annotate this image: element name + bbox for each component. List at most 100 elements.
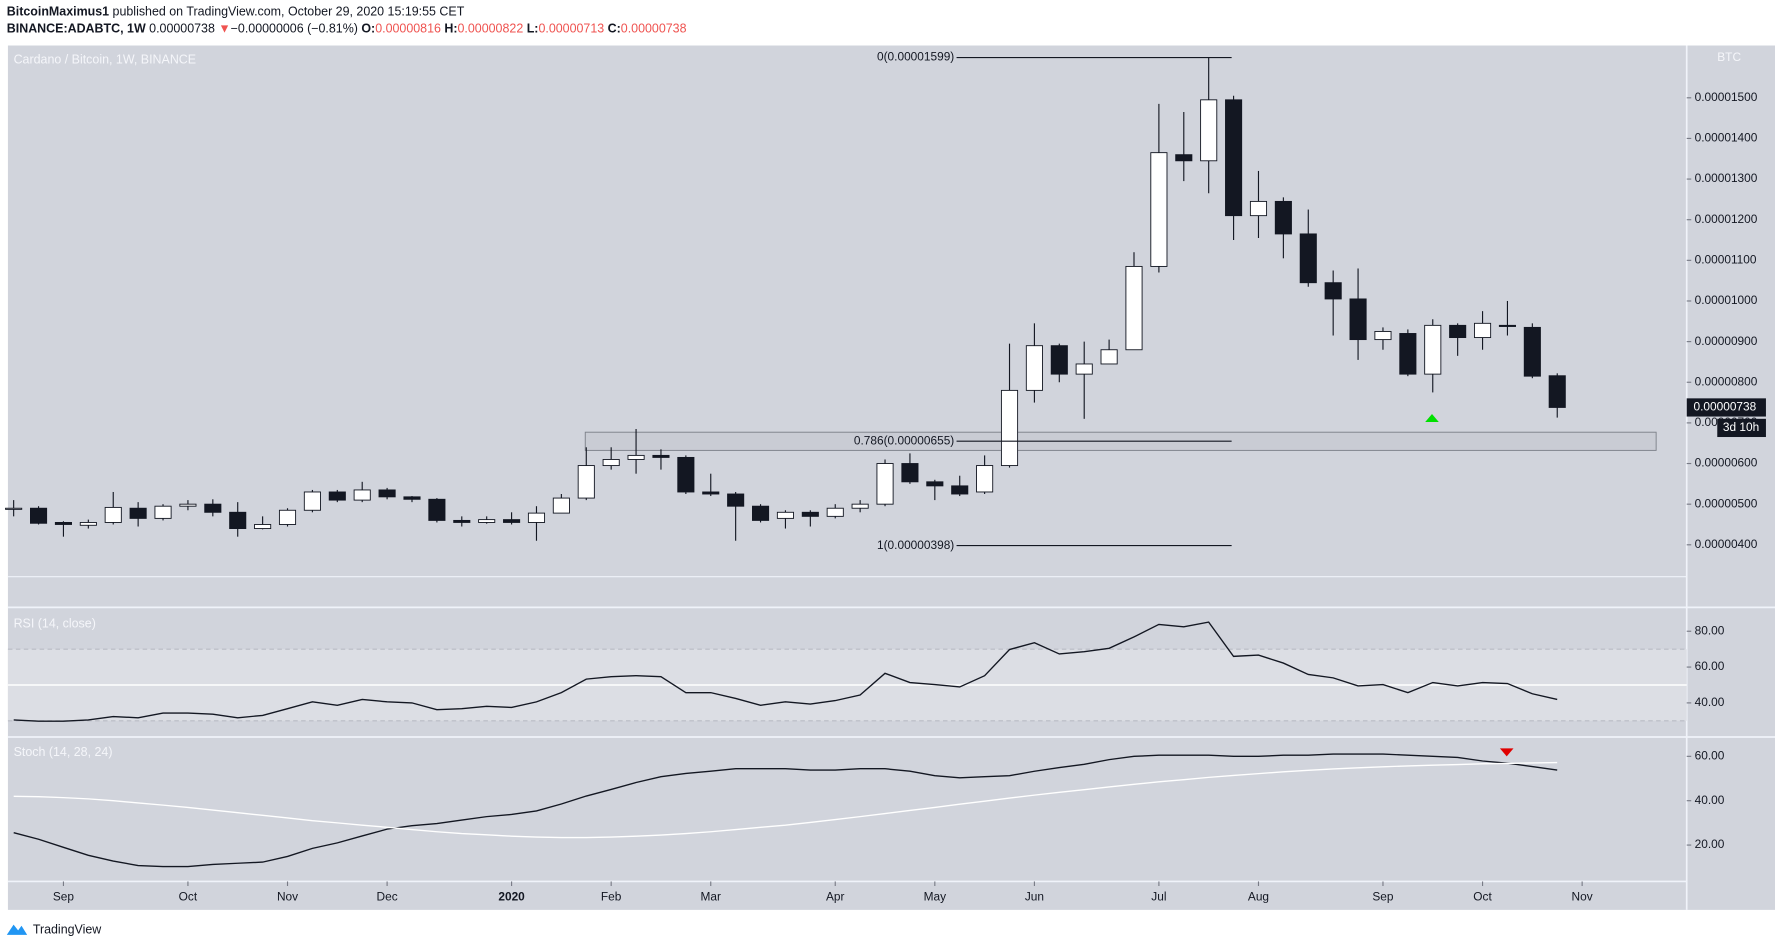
candle-body	[179, 503, 197, 507]
candle-body	[1150, 152, 1168, 267]
candle-body	[527, 512, 546, 523]
candle-body	[378, 489, 396, 498]
change: −0.00000006 (−0.81%)	[231, 22, 358, 36]
countdown-box	[1717, 418, 1766, 438]
candle-body	[1299, 233, 1317, 284]
candle-body	[503, 519, 521, 523]
candle-body	[1225, 99, 1243, 217]
candle-body	[652, 454, 670, 458]
candle-body	[254, 524, 272, 530]
y-tick-label: 40.00	[1695, 695, 1725, 709]
buy-signal	[1425, 413, 1439, 422]
x-tick-label: Jun	[1025, 889, 1044, 903]
change-arrow: ▼	[218, 22, 230, 36]
last-price: 0.00000738	[149, 22, 215, 36]
y-tick-label: 0.00000900	[1695, 334, 1758, 348]
low-label: L:	[527, 22, 539, 36]
candle-body	[104, 506, 122, 523]
x-tick-label: Sep	[53, 889, 75, 903]
y-tick-label: 0.00001500	[1695, 90, 1758, 104]
candle-body	[1424, 324, 1442, 375]
candle-body	[303, 491, 321, 511]
symbol-line: BINANCE:ADABTC, 1W 0.00000738 ▼−0.000000…	[7, 22, 687, 36]
brand: TradingView	[33, 923, 102, 937]
pane-title: RSI (14, close)	[14, 617, 96, 631]
candle-body	[229, 511, 247, 530]
y-tick-label: 0.00001300	[1695, 171, 1758, 185]
candle-body	[876, 463, 894, 505]
candle-body	[776, 511, 794, 519]
candle-body	[278, 509, 297, 525]
candle-body	[30, 507, 48, 524]
candle-body	[1548, 375, 1566, 408]
candle-body	[1498, 324, 1516, 327]
candle-body	[154, 505, 172, 519]
candle-body	[403, 496, 421, 500]
last-price-box	[1686, 398, 1766, 417]
x-tick-label: Nov	[277, 889, 298, 903]
candle-body	[627, 454, 645, 460]
candle-body	[1075, 363, 1093, 375]
candle-body	[752, 505, 770, 521]
candle-body	[801, 511, 819, 517]
candle-body	[328, 491, 346, 501]
y-tick-label: 60.00	[1695, 748, 1725, 762]
candle-body	[129, 507, 147, 519]
low-value: 0.00000713	[538, 22, 604, 36]
candle-body	[1474, 322, 1492, 339]
x-tick-label: Jul	[1151, 889, 1166, 903]
candle-body	[1200, 99, 1218, 162]
candle-body	[204, 503, 222, 513]
y-tick-label: 80.00	[1695, 623, 1725, 637]
candle-body	[5, 507, 23, 510]
high-value: 0.00000822	[458, 22, 524, 36]
y-tick-label: 0.00000400	[1695, 537, 1758, 551]
candle-body	[54, 521, 72, 525]
plot-layer: Sep Oct Nov Dec 2020 Feb Mar Apr May Jun Jul Aug Sep…	[5, 50, 1766, 904]
candle-body	[577, 465, 595, 499]
symbol: BINANCE:ADABTC, 1W	[7, 22, 146, 36]
last-price-label: 0.00000738	[1693, 400, 1756, 414]
candle-body	[976, 465, 994, 493]
y-tick-label: 0.00000600	[1695, 456, 1758, 470]
candle-body	[702, 491, 720, 495]
y-tick-label: 0.00000500	[1695, 496, 1758, 510]
candle-body	[677, 456, 695, 493]
candle-body	[1399, 333, 1417, 375]
unit-label: BTC	[1717, 50, 1741, 64]
candle-body	[1274, 200, 1292, 235]
candle-body	[1100, 349, 1118, 365]
candle-body	[1449, 324, 1467, 339]
candle-body	[1000, 389, 1019, 467]
x-tick-label: Oct	[179, 889, 198, 903]
candle-body	[826, 507, 844, 517]
y-tick-label: 0.00001200	[1695, 212, 1758, 226]
candle-body	[1125, 265, 1143, 351]
candle-body	[353, 489, 371, 501]
x-tick-label: Apr	[826, 889, 845, 903]
y-tick-label: 40.00	[1695, 793, 1725, 807]
candle-body	[951, 485, 969, 495]
series-line	[13, 753, 1558, 868]
candle-body	[1050, 345, 1068, 375]
x-tick-label: 2020	[498, 889, 525, 903]
candle-body	[453, 519, 471, 523]
candle-body	[1349, 298, 1367, 341]
fib-label: 0(0.00001599)	[877, 50, 954, 64]
close-value: 0.00000738	[621, 22, 687, 36]
series-line	[13, 621, 1558, 722]
candle-body	[901, 463, 919, 483]
pane-title: Stoch (14, 28, 24)	[14, 745, 113, 759]
y-tick-label: 0.00001100	[1695, 252, 1757, 266]
fib-label: 0.786(0.00000655)	[854, 433, 954, 447]
candle-body	[79, 521, 97, 526]
x-tick-label: Oct	[1473, 889, 1492, 903]
published: published on TradingView.com, October 29…	[113, 5, 465, 19]
high-label: H:	[444, 22, 457, 36]
candle-body	[1523, 326, 1541, 377]
x-tick-label: Feb	[601, 889, 622, 903]
candle-body	[1025, 345, 1043, 391]
candle-body	[478, 519, 496, 523]
candle-body	[1324, 282, 1342, 300]
